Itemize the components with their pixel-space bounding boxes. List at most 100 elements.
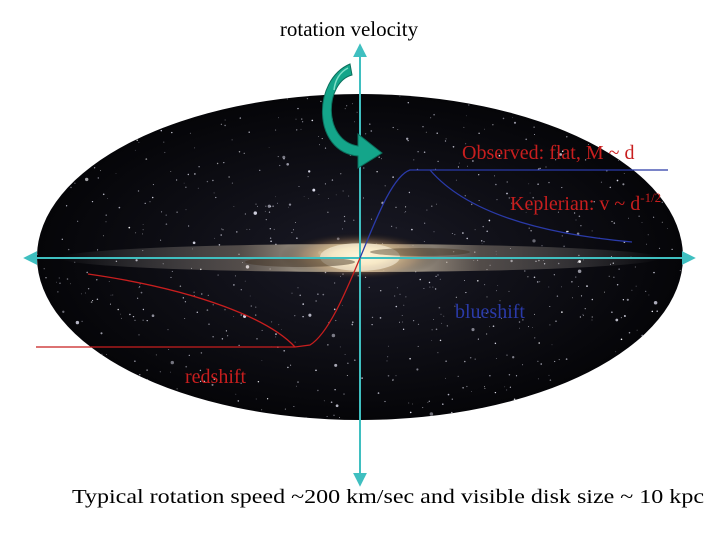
star — [91, 200, 94, 203]
star — [203, 380, 206, 383]
star — [492, 124, 494, 126]
star — [641, 334, 644, 337]
star — [199, 369, 202, 372]
star — [522, 364, 524, 366]
star — [320, 100, 322, 103]
star — [333, 282, 336, 284]
star — [225, 330, 228, 332]
star — [425, 131, 427, 133]
star — [97, 177, 100, 179]
star — [302, 315, 304, 318]
star — [238, 344, 240, 347]
star — [170, 371, 171, 373]
star — [484, 128, 485, 130]
star — [212, 336, 214, 338]
star — [451, 411, 453, 414]
star — [432, 286, 434, 288]
star — [152, 184, 154, 186]
star — [105, 354, 107, 355]
star — [102, 193, 105, 196]
star — [406, 137, 409, 140]
star — [575, 276, 577, 278]
star — [478, 174, 480, 176]
star — [319, 144, 320, 146]
star — [379, 289, 382, 292]
star — [484, 284, 486, 286]
star — [259, 169, 261, 171]
star — [206, 180, 209, 183]
star — [335, 404, 339, 408]
star — [287, 366, 289, 369]
star — [283, 349, 286, 352]
star — [480, 240, 483, 242]
star — [653, 300, 658, 305]
star — [561, 311, 563, 313]
star — [446, 325, 448, 327]
star — [295, 222, 296, 224]
star — [221, 228, 223, 230]
star — [218, 244, 221, 246]
star — [485, 312, 488, 314]
star — [561, 235, 563, 237]
star — [296, 129, 298, 131]
star — [578, 286, 580, 287]
star — [582, 313, 584, 315]
star — [267, 204, 271, 208]
star — [645, 290, 647, 293]
curved-arrow-icon — [321, 63, 383, 169]
star — [194, 147, 196, 149]
star — [187, 225, 190, 227]
star — [167, 329, 169, 331]
star — [417, 345, 419, 347]
star — [102, 235, 104, 237]
star — [371, 316, 374, 319]
star — [457, 166, 459, 168]
star — [189, 132, 191, 134]
star — [616, 179, 619, 182]
star — [275, 336, 277, 338]
star — [611, 311, 613, 313]
star — [184, 318, 186, 319]
star — [244, 280, 246, 282]
star — [651, 310, 654, 313]
star — [371, 323, 373, 326]
star — [183, 182, 185, 184]
star — [240, 314, 242, 316]
star — [134, 360, 136, 362]
star — [540, 363, 542, 365]
star — [75, 320, 80, 325]
star — [176, 211, 178, 213]
star — [489, 375, 491, 377]
star — [439, 278, 441, 280]
star — [635, 285, 637, 287]
star — [318, 194, 320, 196]
star — [163, 141, 165, 143]
star — [495, 358, 497, 359]
star — [402, 321, 404, 323]
star — [160, 239, 162, 241]
star — [395, 375, 397, 377]
star — [233, 284, 235, 286]
star — [575, 207, 577, 209]
star — [636, 329, 638, 331]
star — [369, 123, 371, 125]
star — [536, 281, 539, 283]
star — [401, 315, 403, 316]
star — [257, 205, 258, 207]
star — [93, 167, 96, 169]
star — [43, 268, 45, 270]
star — [397, 129, 399, 131]
star — [322, 293, 325, 296]
star — [464, 195, 466, 197]
star — [376, 171, 378, 173]
star — [293, 406, 295, 408]
star — [545, 166, 547, 168]
star — [573, 212, 576, 214]
star — [528, 227, 530, 229]
star — [80, 293, 82, 295]
star — [333, 414, 335, 416]
star — [255, 203, 257, 205]
star — [301, 118, 303, 120]
star — [135, 232, 137, 234]
star — [264, 210, 266, 212]
